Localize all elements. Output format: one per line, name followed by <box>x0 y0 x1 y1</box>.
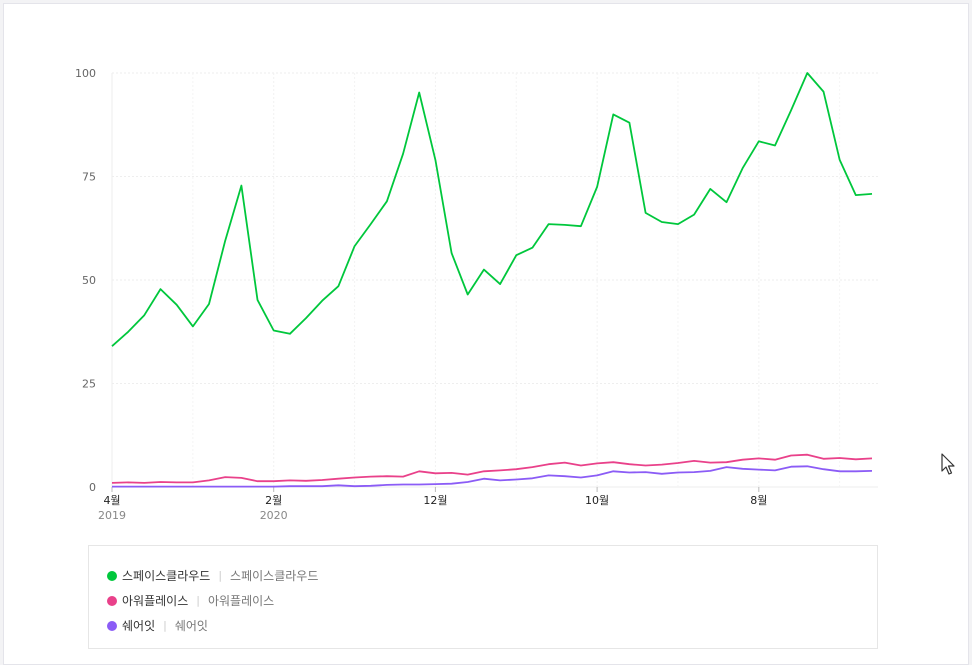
legend-label: 스페이스클라우드 <box>122 569 211 583</box>
legend-label: 쉐어잇 <box>122 619 156 633</box>
x-tick-label: 2월 <box>265 494 282 507</box>
x-tick-year-label: 2019 <box>98 509 126 522</box>
chart-series <box>111 72 873 488</box>
legend-sub-label: 스페이스클라우드 <box>230 569 319 583</box>
y-tick-label: 25 <box>82 378 96 391</box>
series-line-1[interactable] <box>111 72 873 347</box>
legend-dot-icon <box>107 570 117 581</box>
x-tick-label: 8월 <box>750 494 767 507</box>
legend-sub-label: 쉐어잇 <box>174 619 208 633</box>
y-tick-label: 0 <box>89 481 96 494</box>
legend-dot-icon <box>107 595 117 606</box>
legend-separator: | <box>218 569 223 582</box>
legend-dot-icon <box>107 620 117 631</box>
legend-separator: | <box>196 594 200 607</box>
series-line-2[interactable] <box>111 453 873 484</box>
legend-label: 아워플레이스 <box>122 594 189 608</box>
y-tick-label: 50 <box>82 274 96 287</box>
legend-sub-label: 아워플레이스 <box>207 594 275 608</box>
chart-legend: 스페이스클라우드 | 스페이스클라우드 아워플레이스 | 아워플레이스 쉐어잇 … <box>88 545 878 649</box>
legend-separator: | <box>163 619 167 632</box>
x-axis: 4월 2019 2월 2020 12월 10월 8월 <box>98 487 767 522</box>
x-tick-label: 4월 <box>103 494 120 507</box>
legend-item-series-2[interactable]: 아워플레이스 | 아워플레이스 <box>89 588 877 613</box>
legend-item-series-1[interactable]: 스페이스클라우드 | 스페이스클라우드 <box>89 563 877 588</box>
y-tick-label: 75 <box>82 171 96 184</box>
y-tick-label: 100 <box>75 67 96 80</box>
legend-item-series-3[interactable]: 쉐어잇 | 쉐어잇 <box>89 613 877 638</box>
y-axis: 0 25 50 75 100 <box>75 67 96 494</box>
series-line-3[interactable] <box>112 465 873 488</box>
x-tick-label: 12월 <box>423 494 447 507</box>
x-tick-label: 10월 <box>585 494 609 507</box>
line-chart: 0 25 50 75 100 4월 2019 2월 2020 12월 10월 8월 <box>75 67 878 522</box>
x-tick-year-label: 2020 <box>260 509 288 522</box>
mouse-cursor-icon <box>941 453 955 475</box>
